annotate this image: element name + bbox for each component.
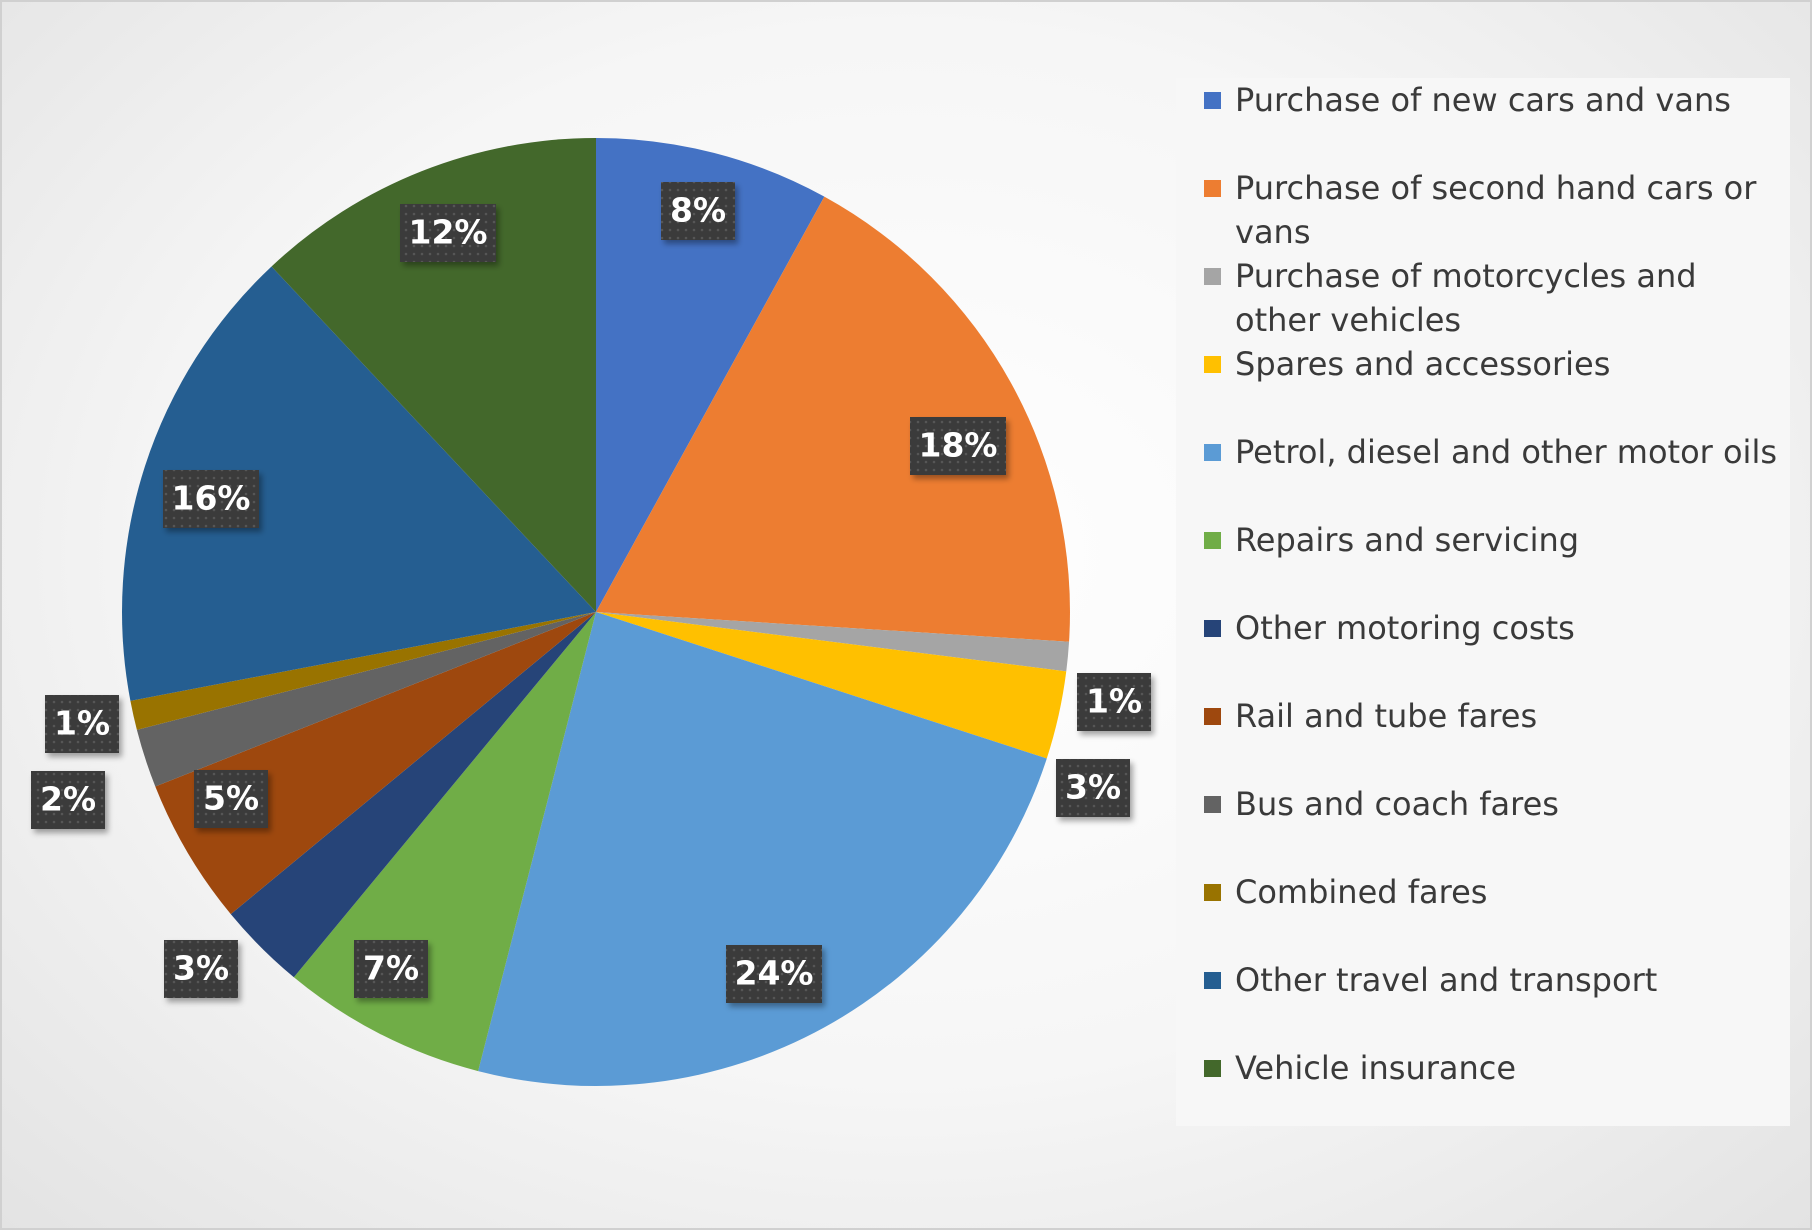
legend-item: Rail and tube fares — [1176, 694, 1790, 738]
legend-item: Purchase of motorcycles and other vehicl… — [1176, 254, 1790, 342]
legend-item: Petrol, diesel and other motor oils — [1176, 430, 1790, 474]
legend-swatch — [1204, 884, 1221, 901]
pie-slice-11 — [122, 266, 596, 701]
data-label-text: 24% — [735, 954, 814, 993]
data-label-text: 5% — [203, 779, 259, 818]
pie-slice-9 — [136, 612, 596, 787]
data-label-box — [31, 771, 105, 829]
data-label-box — [661, 182, 735, 240]
legend-label: Vehicle insurance — [1235, 1049, 1517, 1087]
data-label-box — [910, 417, 1006, 475]
data-label-9: 2% — [31, 771, 105, 829]
legend-label: Other travel and transport — [1235, 961, 1658, 999]
data-label-text: 7% — [363, 949, 419, 988]
legend-swatch — [1204, 268, 1221, 285]
pie-slice-1 — [596, 138, 825, 612]
data-label-text: 1% — [54, 704, 110, 743]
data-label-text: 12% — [409, 213, 488, 252]
legend-swatch — [1204, 620, 1221, 637]
legend-swatch — [1204, 1060, 1221, 1077]
data-label-5: 24% — [726, 945, 822, 1003]
legend-item: Spares and accessories — [1176, 342, 1790, 386]
legend: Purchase of new cars and vans Purchase of… — [1176, 78, 1790, 1126]
data-label-box — [194, 770, 268, 828]
legend-label: Petrol, diesel and other motor oils — [1235, 433, 1777, 471]
pie-slice-7 — [230, 612, 596, 978]
data-label-3: 1% — [1077, 673, 1151, 731]
legend-label: Rail and tube fares — [1235, 697, 1538, 735]
data-label-12: 12% — [400, 204, 496, 262]
pie-slice-10 — [130, 612, 596, 730]
legend-label: Repairs and servicing — [1235, 521, 1580, 559]
pie-slice-3 — [596, 612, 1070, 672]
legend-item: Vehicle insurance — [1176, 1046, 1790, 1090]
data-label-10: 1% — [45, 695, 119, 753]
data-label-box — [726, 945, 822, 1003]
legend-label: Purchase of motorcycles and other vehicl… — [1235, 257, 1697, 339]
legend-swatch — [1204, 444, 1221, 461]
legend-swatch — [1204, 356, 1221, 373]
pie-slice-5 — [478, 612, 1047, 1087]
legend-item: Bus and coach fares — [1176, 782, 1790, 826]
legend-label: Bus and coach fares — [1235, 785, 1559, 823]
legend-label: Purchase of second hand cars or vans — [1235, 169, 1757, 251]
data-label-7: 3% — [164, 940, 238, 998]
data-label-box — [1077, 673, 1151, 731]
data-label-box — [163, 470, 259, 528]
data-label-8: 5% — [194, 770, 268, 828]
legend-item: Other travel and transport — [1176, 958, 1790, 1002]
legend-label: Other motoring costs — [1235, 609, 1575, 647]
pie-slice-8 — [155, 612, 597, 915]
legend-label: Spares and accessories — [1235, 345, 1611, 383]
data-label-text: 16% — [172, 479, 251, 518]
pie-slice-2 — [596, 196, 1070, 642]
legend-swatch — [1204, 708, 1221, 725]
legend-swatch — [1204, 972, 1221, 989]
legend-swatch — [1204, 796, 1221, 813]
data-label-text: 3% — [1065, 768, 1121, 807]
pie-slice-4 — [596, 612, 1067, 759]
legend-item: Combined fares — [1176, 870, 1790, 914]
data-label-box — [45, 695, 119, 753]
data-label-1: 8% — [661, 182, 735, 240]
pie-slice-12 — [271, 138, 596, 612]
legend-swatch — [1204, 92, 1221, 109]
legend-item: Other motoring costs — [1176, 606, 1790, 650]
data-label-box — [164, 940, 238, 998]
data-labels: 8% 18% 1% 3% 24% 7% 3% 5% 2% 1% 16% 12% — [31, 182, 1151, 1003]
data-label-text: 8% — [670, 191, 726, 230]
legend-swatch — [1204, 532, 1221, 549]
data-label-box — [354, 940, 428, 998]
legend-item: Purchase of second hand cars or vans — [1176, 166, 1790, 254]
data-label-box — [400, 204, 496, 262]
legend-label: Purchase of new cars and vans — [1235, 81, 1731, 119]
data-label-4: 3% — [1056, 759, 1130, 817]
data-label-11: 16% — [163, 470, 259, 528]
data-label-text: 3% — [173, 949, 229, 988]
pie-slices — [122, 138, 1070, 1087]
data-label-2: 18% — [910, 417, 1006, 475]
legend-item: Purchase of new cars and vans — [1176, 78, 1790, 122]
data-label-6: 7% — [354, 940, 428, 998]
legend-swatch — [1204, 180, 1221, 197]
data-label-text: 1% — [1086, 682, 1142, 721]
legend-item: Repairs and servicing — [1176, 518, 1790, 562]
data-label-text: 2% — [40, 780, 96, 819]
data-label-text: 18% — [919, 426, 998, 465]
data-label-box — [1056, 759, 1130, 817]
legend-label: Combined fares — [1235, 873, 1488, 911]
